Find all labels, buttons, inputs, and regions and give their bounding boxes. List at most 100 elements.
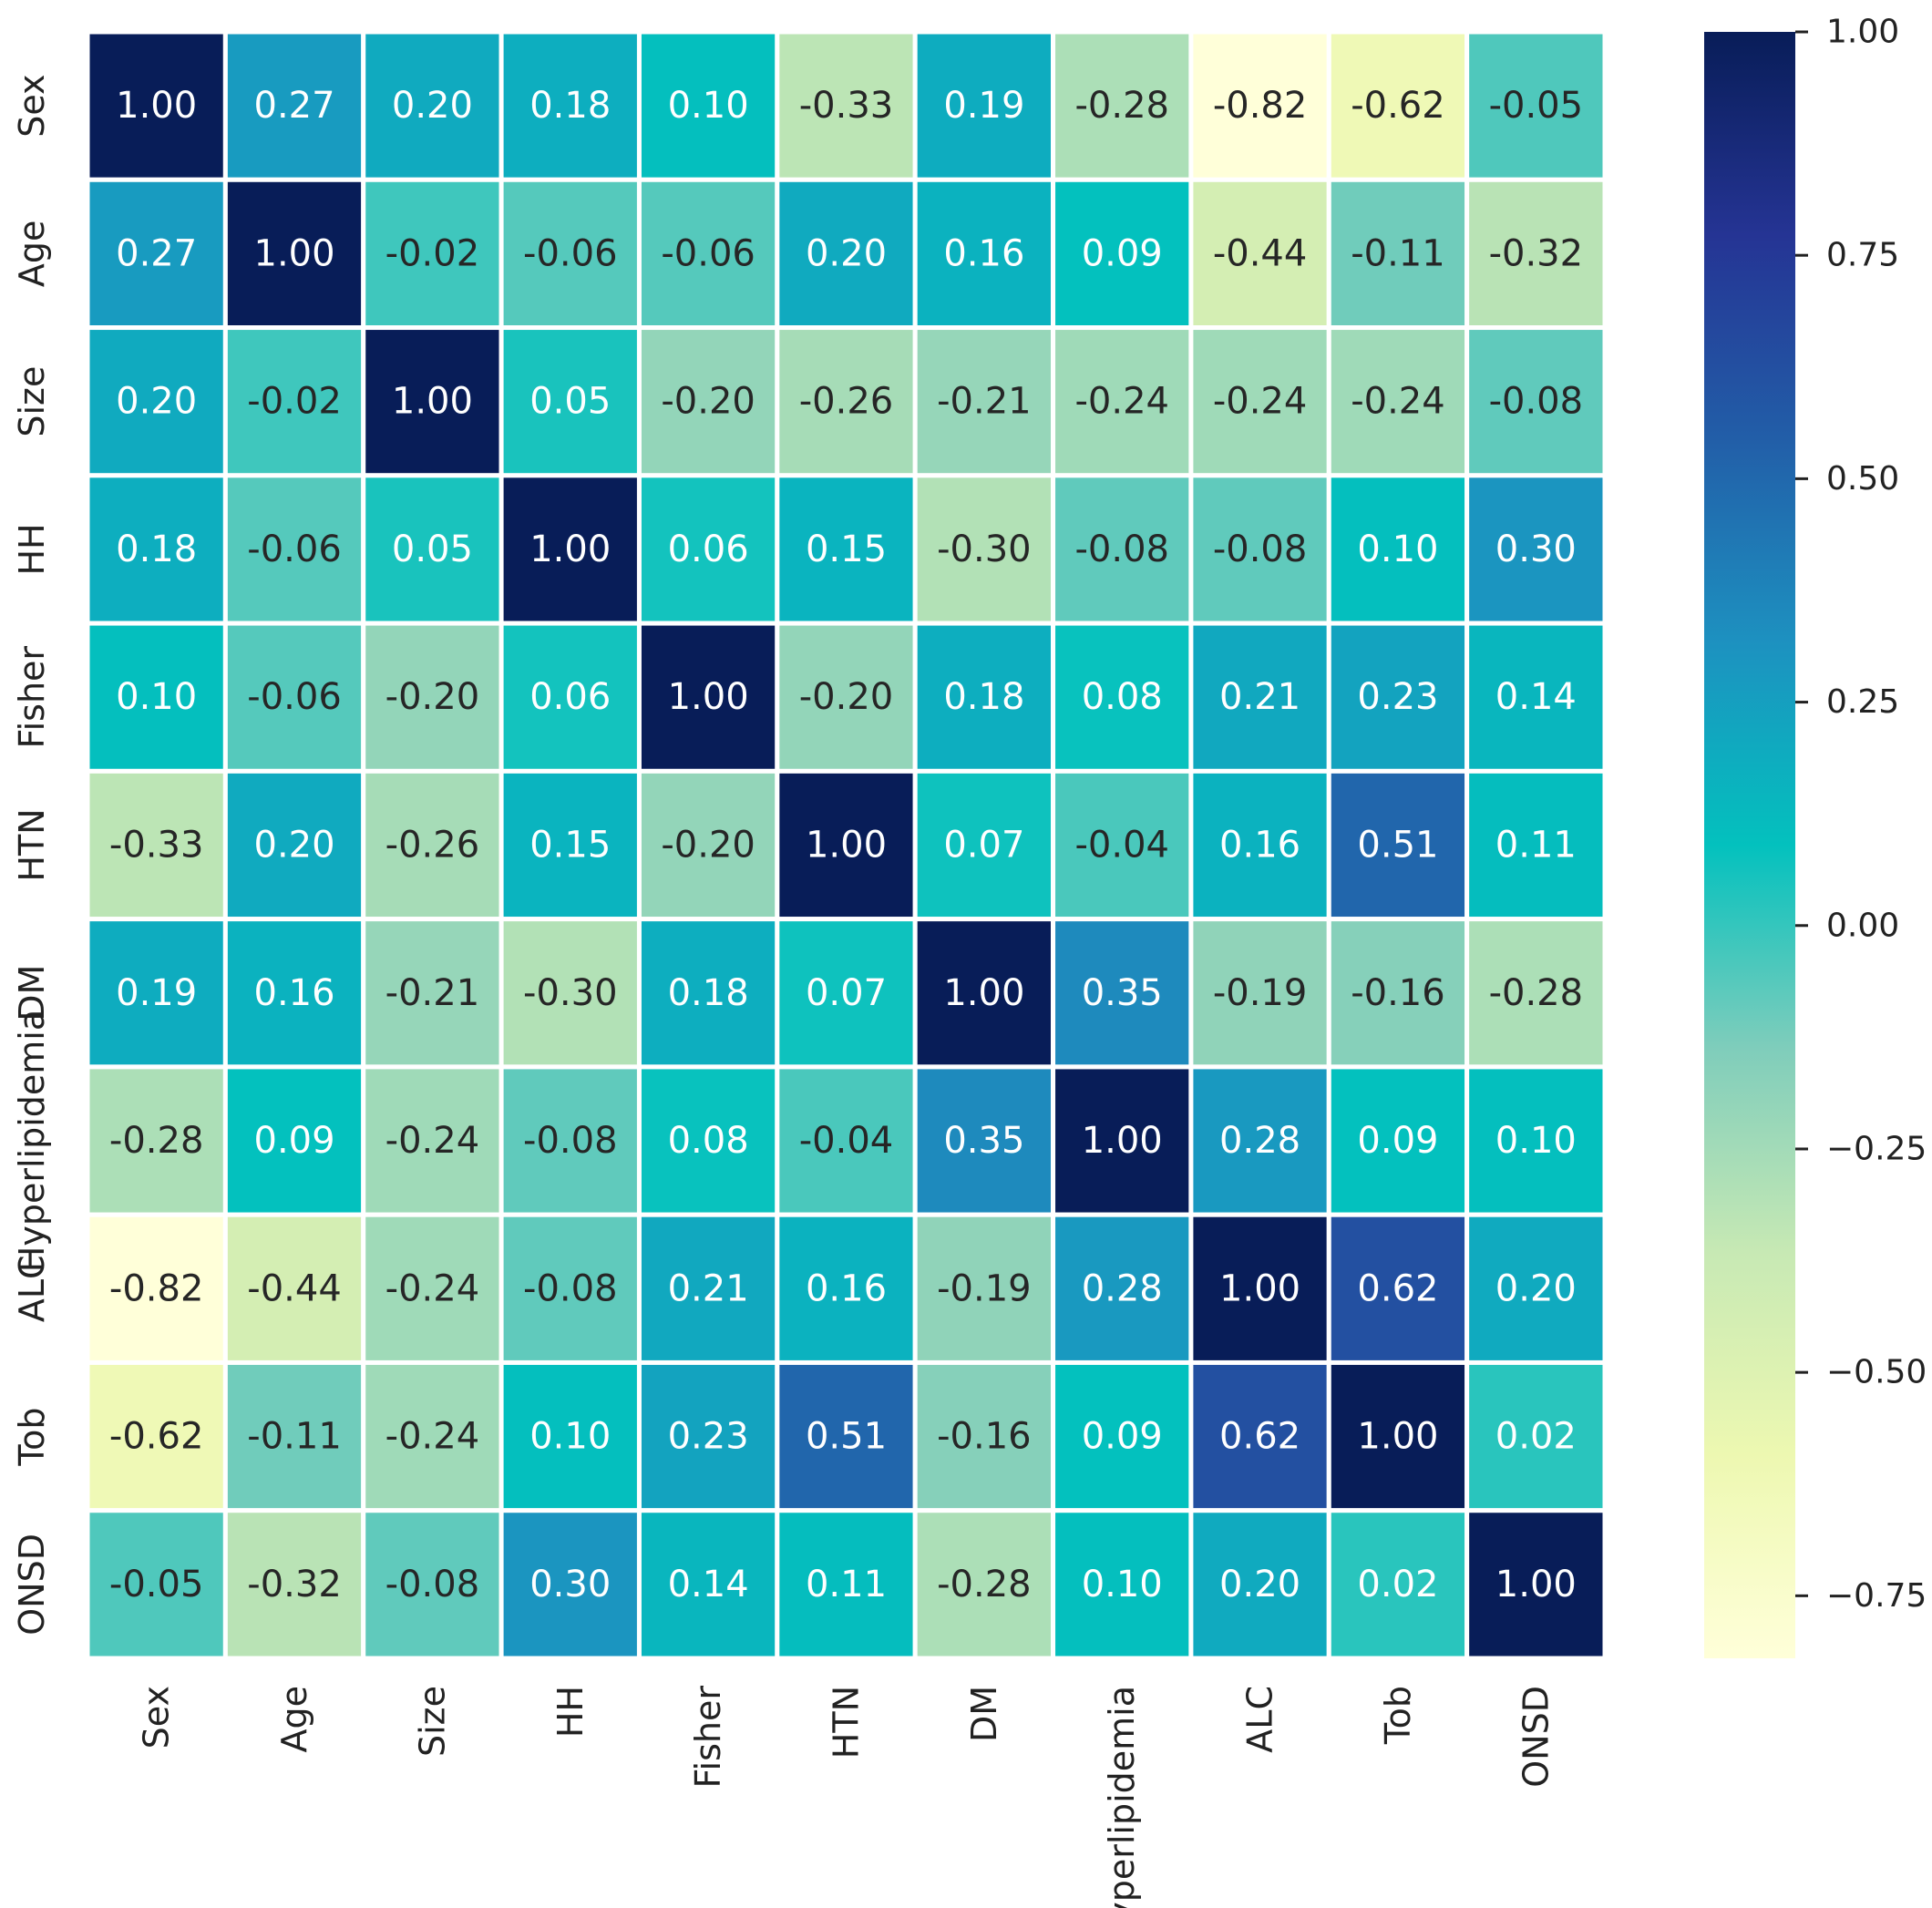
cell-value-label: -0.11 [247,1416,342,1458]
heatmap-cell-alc-dm [912,1212,1056,1365]
cell-value-label: 0.20 [254,825,335,867]
cell-value-label: -0.08 [523,1120,618,1162]
heatmap-cell-dm-tob [1326,917,1470,1070]
cell-value-label: -0.62 [109,1416,204,1458]
heatmap-cell-onsd-sex [85,1508,228,1661]
heatmap-cell-tob-hh [498,1359,642,1513]
x-tick-label-sex: Sex [137,1686,177,1749]
x-tick-label-hh: HH [550,1686,591,1738]
cell-value-label: 0.10 [1082,1564,1163,1605]
cell-value-label: 0.05 [529,381,611,423]
y-tick-label-age: Age [12,221,52,288]
cell-value-label: -0.28 [1489,972,1584,1014]
cell-value-label: -0.26 [799,381,894,423]
cell-value-label: 0.16 [1219,825,1300,867]
heatmap-cell-onsd-age [222,1508,366,1661]
colorbar: 1.00 0.75 0.50 0.25 0.00 −0.25 −0.50 −0.75 [1704,14,1927,1658]
heatmap-cell-tob-size [361,1359,504,1513]
cell-value-label: 1.00 [1357,1416,1438,1458]
cell-value-label: 0.23 [668,1416,749,1458]
y-tick-label-htn: HTN [12,808,52,881]
x-axis-labels: Sex Age Size HH Fisher HTN DM Hyperlipidemia ALC… [137,1686,1557,1908]
cell-value-label: 0.10 [668,85,749,127]
cell-value-label: 0.62 [1219,1416,1300,1458]
heatmap-cell-size-alc [1188,325,1331,478]
heatmap-cell-htn-alc [1188,768,1331,922]
cell-value-label: 0.07 [806,972,887,1014]
cell-value-label: 1.00 [806,825,887,867]
cell-value-label: 0.27 [254,85,335,127]
cell-value-label: -0.06 [247,676,342,718]
x-tick-label-htn: HTN [827,1686,867,1759]
cell-value-label: -0.21 [385,972,480,1014]
heatmap-cell-sex-htn [775,29,918,182]
cell-value-label: 0.09 [1082,1416,1163,1458]
cell-value-label: -0.20 [385,676,480,718]
cell-value-label: -0.08 [1489,381,1584,423]
cell-value-label: -0.82 [1213,85,1308,127]
cell-value-label: 1.00 [668,676,749,718]
cell-value-label: -0.08 [385,1564,480,1605]
heatmap-cell-size-fisher [636,325,780,478]
heatmap-cell-onsd-fisher [636,1508,780,1661]
heatmap-cell-hyperlipidemia-sex [85,1064,228,1217]
heatmap-cell-fisher-hh [498,621,642,774]
cell-value-label: 1.00 [529,528,611,570]
heatmap-cell-hyperlipidemia-hyperlipidemia [1051,1064,1194,1217]
x-tick-label-dm: DM [964,1686,1004,1742]
heatmap-cell-size-dm [912,325,1056,478]
cell-value-label: 0.28 [1219,1120,1300,1162]
heatmap-cell-sex-age [222,29,366,182]
cell-value-label: -0.82 [109,1267,204,1309]
cell-value-label: -0.08 [1213,528,1308,570]
cell-value-label: 0.18 [529,85,611,127]
cell-value-label: -0.32 [247,1564,342,1605]
cell-value-label: 0.20 [1495,1267,1577,1309]
cell-value-label: 0.11 [806,1564,887,1605]
cell-value-label: 1.00 [943,972,1024,1014]
heatmap-cell-age-sex [85,177,228,331]
heatmap-cell-dm-sex [85,917,228,1070]
cell-value-label: -0.21 [937,381,1032,423]
cell-value-label: 0.18 [116,528,197,570]
heatmap-cell-dm-size [361,917,504,1070]
heatmap-cell-hh-size [361,473,504,626]
cell-value-label: -0.33 [799,85,894,127]
cell-value-label: -0.04 [1074,825,1169,867]
heatmap-cell-alc-hyperlipidemia [1051,1212,1194,1365]
heatmap-cell-alc-size [361,1212,504,1365]
cell-value-label: -0.30 [523,972,618,1014]
colorbar-tick-label: 1.00 [1826,14,1899,51]
heatmap-cell-fisher-size [361,621,504,774]
y-tick-label-dm: DM [12,965,52,1021]
cell-value-label: -0.28 [109,1120,204,1162]
heatmap-cell-onsd-htn [775,1508,918,1661]
cell-value-label: 0.51 [806,1416,887,1458]
heatmap-cell-hh-alc [1188,473,1331,626]
cell-value-label: 0.62 [1357,1267,1438,1309]
heatmap-cell-size-onsd [1464,325,1608,478]
colorbar-tick-label: 0.25 [1826,683,1899,721]
heatmap-cell-onsd-onsd [1464,1508,1608,1661]
cell-value-label: -0.06 [661,232,755,274]
heatmap-cell-alc-sex [85,1212,228,1365]
heatmap-cell-fisher-fisher [636,621,780,774]
heatmap-cell-age-size [361,177,504,331]
cell-value-label: 0.21 [1219,676,1300,718]
cell-value-label: -0.06 [247,528,342,570]
cell-value-label: -0.44 [247,1267,342,1309]
cell-value-label: 0.07 [943,825,1024,867]
cell-value-label: 0.35 [1082,972,1163,1014]
cell-value-label: -0.26 [385,825,480,867]
cell-value-label: 1.00 [1495,1564,1577,1605]
cell-value-label: 0.19 [943,85,1024,127]
heatmap-cell-dm-onsd [1464,917,1608,1070]
y-tick-label-hyperlipidemia: Hyperlipidemia [12,1010,52,1272]
cell-value-label: 0.09 [254,1120,335,1162]
cell-value-label: 0.10 [1357,528,1438,570]
heatmap-cell-dm-htn [775,917,918,1070]
heatmap-cell-htn-onsd [1464,768,1608,922]
colorbar-tick-label: −0.25 [1826,1130,1927,1167]
cell-value-label: -0.24 [1351,381,1445,423]
